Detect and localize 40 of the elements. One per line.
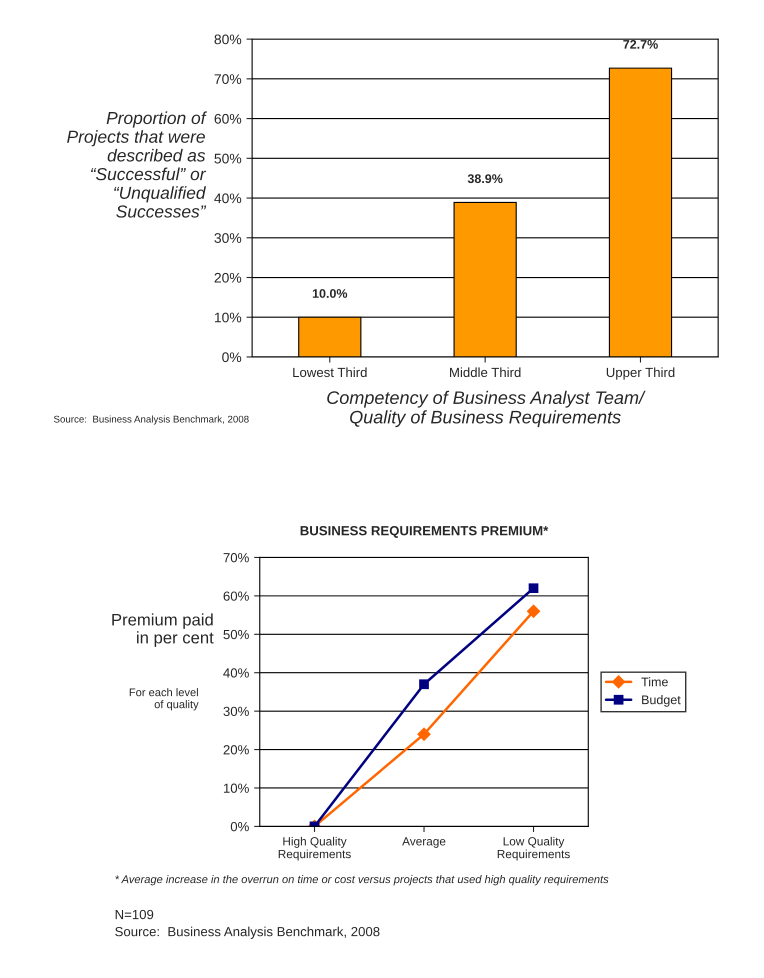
x-tick-label: Average (402, 837, 446, 848)
data-label: 38.9% (468, 174, 503, 184)
x-tick-label: Upper Third (606, 367, 674, 380)
y-tick-label: 40% (223, 668, 249, 678)
legend-label: Time (641, 677, 668, 686)
y-tick-label: 50% (223, 630, 249, 640)
y-tick-label: 70% (224, 553, 249, 562)
y-tick-label: 80% (214, 34, 242, 44)
y-tick-label: 60% (224, 591, 249, 601)
y-axis-title: Proportion of Projects that were described as “Successful” or “Unqualified Successes” (67, 111, 208, 218)
y-tick-label: 0% (230, 822, 249, 832)
x-tick-label: Lowest Third (293, 367, 367, 378)
y-tick-label: 60% (214, 114, 242, 124)
point (417, 728, 431, 741)
y-tick-label: 70% (214, 74, 242, 84)
text: * Average increase in the overrun on time or cost versus projects that used high quality requirements (115, 875, 608, 886)
x-tick-label: Low Quality Requirements (498, 836, 570, 861)
chart-title: BUSINESS REQUIREMENTS PREMIUM* (300, 526, 548, 538)
text: For each level of quality (130, 688, 199, 710)
y-tick-label: 30% (223, 706, 249, 716)
point (419, 679, 429, 690)
y-tick-label: 0% (222, 352, 242, 362)
y-tick-label: 10% (224, 784, 249, 793)
y-tick-label: 20% (214, 272, 242, 283)
x-axis-title: Competency of Business Analyst Team/ Quality of Business Requirements (327, 390, 646, 428)
y-tick-label: 50% (214, 154, 242, 164)
y-axis-title: Premium paid in per cent (112, 613, 214, 647)
data-label: 72.7% (623, 40, 658, 49)
point (528, 583, 538, 594)
data-label: 10.0% (312, 289, 348, 298)
point (526, 604, 540, 618)
x-tick-label: Middle Third (450, 367, 520, 378)
legend-label: Budget (642, 695, 681, 707)
y-tick-label: 10% (214, 312, 242, 322)
y-tick-label: 30% (214, 233, 242, 243)
source-note: Source: Business Analysis Benchmark, 2008 (54, 415, 249, 425)
x-tick-label: High Quality Requirements (278, 836, 351, 861)
y-tick-label: 40% (214, 193, 242, 204)
y-tick-label: 20% (224, 745, 249, 754)
text: N=109 Source: Business Analysis Benchmark, 2008 (115, 910, 380, 939)
